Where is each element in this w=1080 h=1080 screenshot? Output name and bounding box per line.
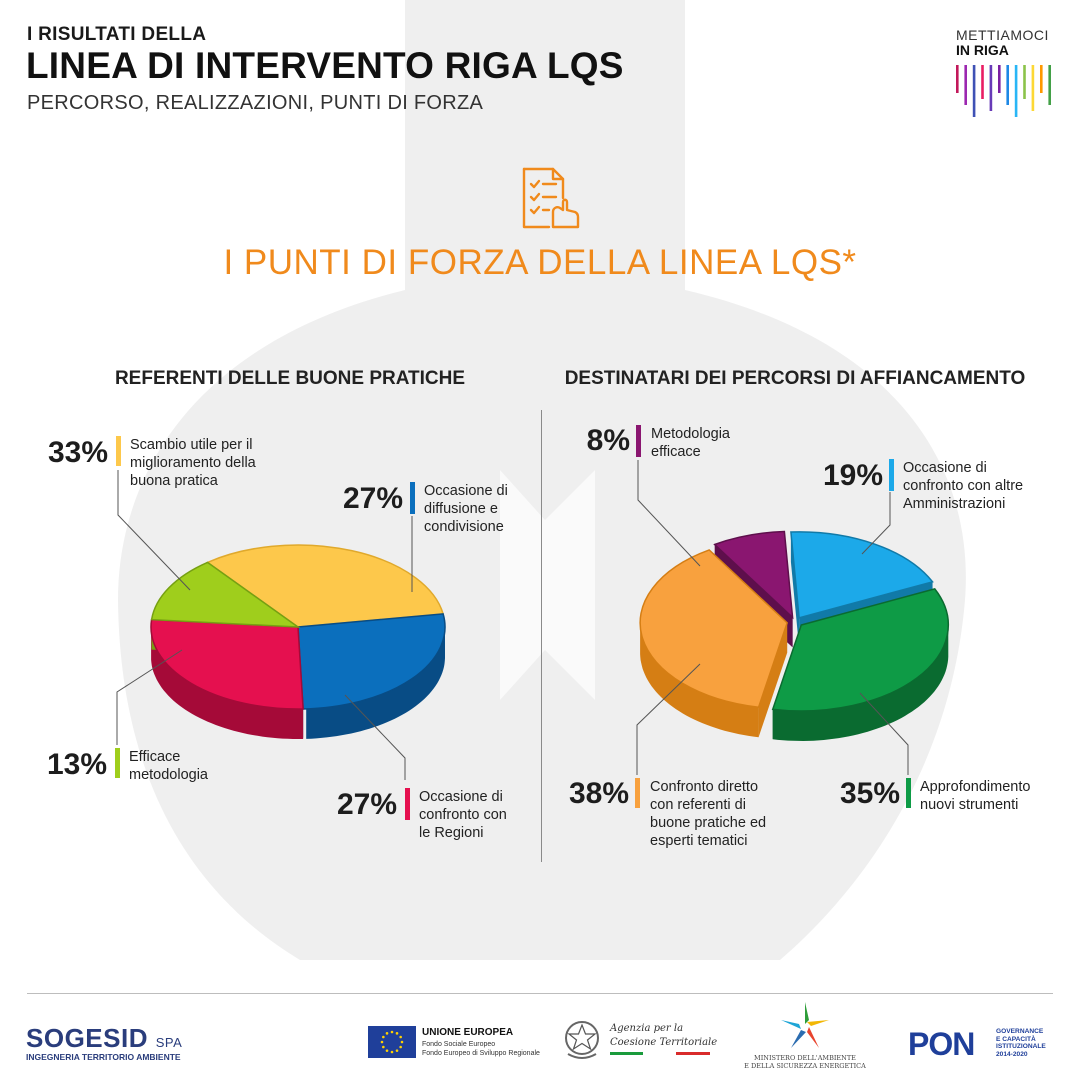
eu-title: UNIONE EUROPEA (422, 1027, 514, 1038)
ministry-name: MINISTERO DELL'AMBIENTE E DELLA SICUREZZ… (744, 1054, 866, 1070)
chart1-slice2-pct: 27% (342, 482, 403, 515)
brand-line2: IN RIGA (956, 42, 1009, 58)
header-kicker: I RISULTATI DELLA (27, 24, 207, 45)
chart2-slice3 (771, 588, 950, 712)
brand-stripe (1023, 65, 1026, 99)
chart1-slice4-marker (115, 748, 120, 778)
agency-name: Agenzia per la Coesione Territoriale (610, 1023, 718, 1048)
italy-flag-stripe (610, 1052, 710, 1055)
brand-logo: METTIAMOCI IN RIGA (956, 27, 1056, 127)
page-title: LINEA DI INTERVENTO RIGA LQS (26, 45, 624, 86)
eu-star (399, 1045, 402, 1049)
chart1-slice1-label: Scambio utile per il miglioramento della… (130, 437, 256, 489)
eu-star (382, 1045, 385, 1049)
page-subtitle: PERCORSO, REALIZZAZIONI, PUNTI DI FORZA (27, 92, 484, 114)
chart2-slice2-marker (889, 459, 894, 491)
brand-line1: METTIAMOCI (956, 27, 1049, 43)
eu-star (395, 1032, 399, 1035)
eu-star (399, 1035, 402, 1039)
sogesid-name: SOGESID (26, 1023, 148, 1053)
chart2-slice1-label: Metodologia efficace (651, 426, 730, 460)
chart1-slice1-marker (116, 436, 121, 466)
chart1-slice4-label: Efficace metodologia (129, 749, 208, 783)
sogesid-logo: SOGESID SPA INGEGNERIA TERRITORIO AMBIEN… (26, 1023, 182, 1062)
chart1-slice3 (150, 618, 304, 710)
eu-star (382, 1035, 385, 1039)
sogesid-spa: SPA (155, 1035, 183, 1050)
chart1-slice1-pct: 33% (47, 436, 108, 469)
chart2-slice3-pct: 35% (839, 777, 900, 810)
divider (541, 410, 542, 862)
footer-divider (27, 993, 1053, 994)
eu-star (390, 1050, 394, 1054)
sogesid-tagline: INGEGNERIA TERRITORIO AMBIENTE (26, 1052, 181, 1062)
eu-flag-icon (368, 1026, 416, 1058)
eu-star (385, 1049, 389, 1052)
chart1-slice3-pct: 27% (336, 788, 397, 821)
chart2-slice2-label: Occasione di confronto con altre Amminis… (903, 460, 1024, 512)
chart1-slice1 (205, 544, 445, 628)
eu-star (400, 1040, 404, 1044)
brand-stripe (1040, 65, 1043, 93)
chart2-title: DESTINATARI DEI PERCORSI DI AFFIANCAMENT… (564, 368, 1026, 389)
eu-star (385, 1032, 389, 1035)
brand-stripe (964, 65, 967, 105)
chart1-title: REFERENTI DELLE BUONE PRATICHE (114, 368, 466, 389)
main-title: I PUNTI DI FORZA DELLA LINEA LQS* (223, 243, 857, 282)
brand-stripe (956, 65, 959, 93)
chart2-slice2-pct: 19% (822, 459, 883, 492)
pon-mark: PON (908, 1026, 975, 1062)
ministry-star-icon (781, 1002, 829, 1048)
brand-stripe (1006, 65, 1009, 105)
chart1-slice4-pct: 13% (46, 748, 107, 781)
pon-text: GOVERNANCE E CAPACITÀ ISTITUZIONALE 2014… (996, 1028, 1046, 1058)
chart2-slice3-label: Approfondimento nuovi strumenti (920, 779, 1031, 813)
brand-stripe (1048, 65, 1051, 105)
brand-stripe (998, 65, 1001, 93)
chart2-slice4-edge (758, 622, 788, 738)
checklist-hand-icon (522, 167, 580, 229)
chart2-slice4-side (640, 624, 759, 738)
chart2-slice4-marker (635, 778, 640, 808)
chart1-slice2-side (306, 628, 445, 739)
chart1-slice3-label: Occasione di confronto con le Regioni (419, 789, 507, 841)
eu-star (395, 1049, 399, 1052)
brand-stripe (989, 65, 993, 111)
eu-fund2: Fondo Europeo di Sviluppo Regionale (422, 1050, 540, 1057)
chart1-slice3-marker (405, 788, 410, 820)
eu-funds: Fondo Sociale Europeo Fondo Europeo di Sv… (422, 1040, 540, 1058)
brand-stripe (1014, 65, 1018, 117)
chart2-slice4-label: Confronto diretto con referenti di buone… (650, 779, 767, 849)
chart2-slice1 (713, 530, 794, 620)
brand-stripe (972, 65, 976, 117)
brand-stripes (956, 65, 1051, 117)
brand-stripe (1031, 65, 1035, 111)
eu-star (380, 1040, 384, 1044)
chart2-slice1-marker (636, 425, 641, 457)
brand-stripe (981, 65, 984, 99)
chart1-slice2-marker (410, 482, 415, 514)
chart2-slice3-marker (906, 778, 911, 808)
chart2-slice4-pct: 38% (568, 777, 629, 810)
chart1-slice2-label: Occasione di diffusione e condivisione (424, 483, 508, 535)
chart1-slice3-side (151, 629, 304, 739)
chart2-slice1-pct: 8% (586, 424, 630, 457)
italy-emblem-icon (565, 1021, 599, 1059)
eu-star (390, 1030, 394, 1034)
chart1-slice2 (297, 613, 446, 710)
eu-fund1: Fondo Sociale Europeo (422, 1041, 496, 1048)
